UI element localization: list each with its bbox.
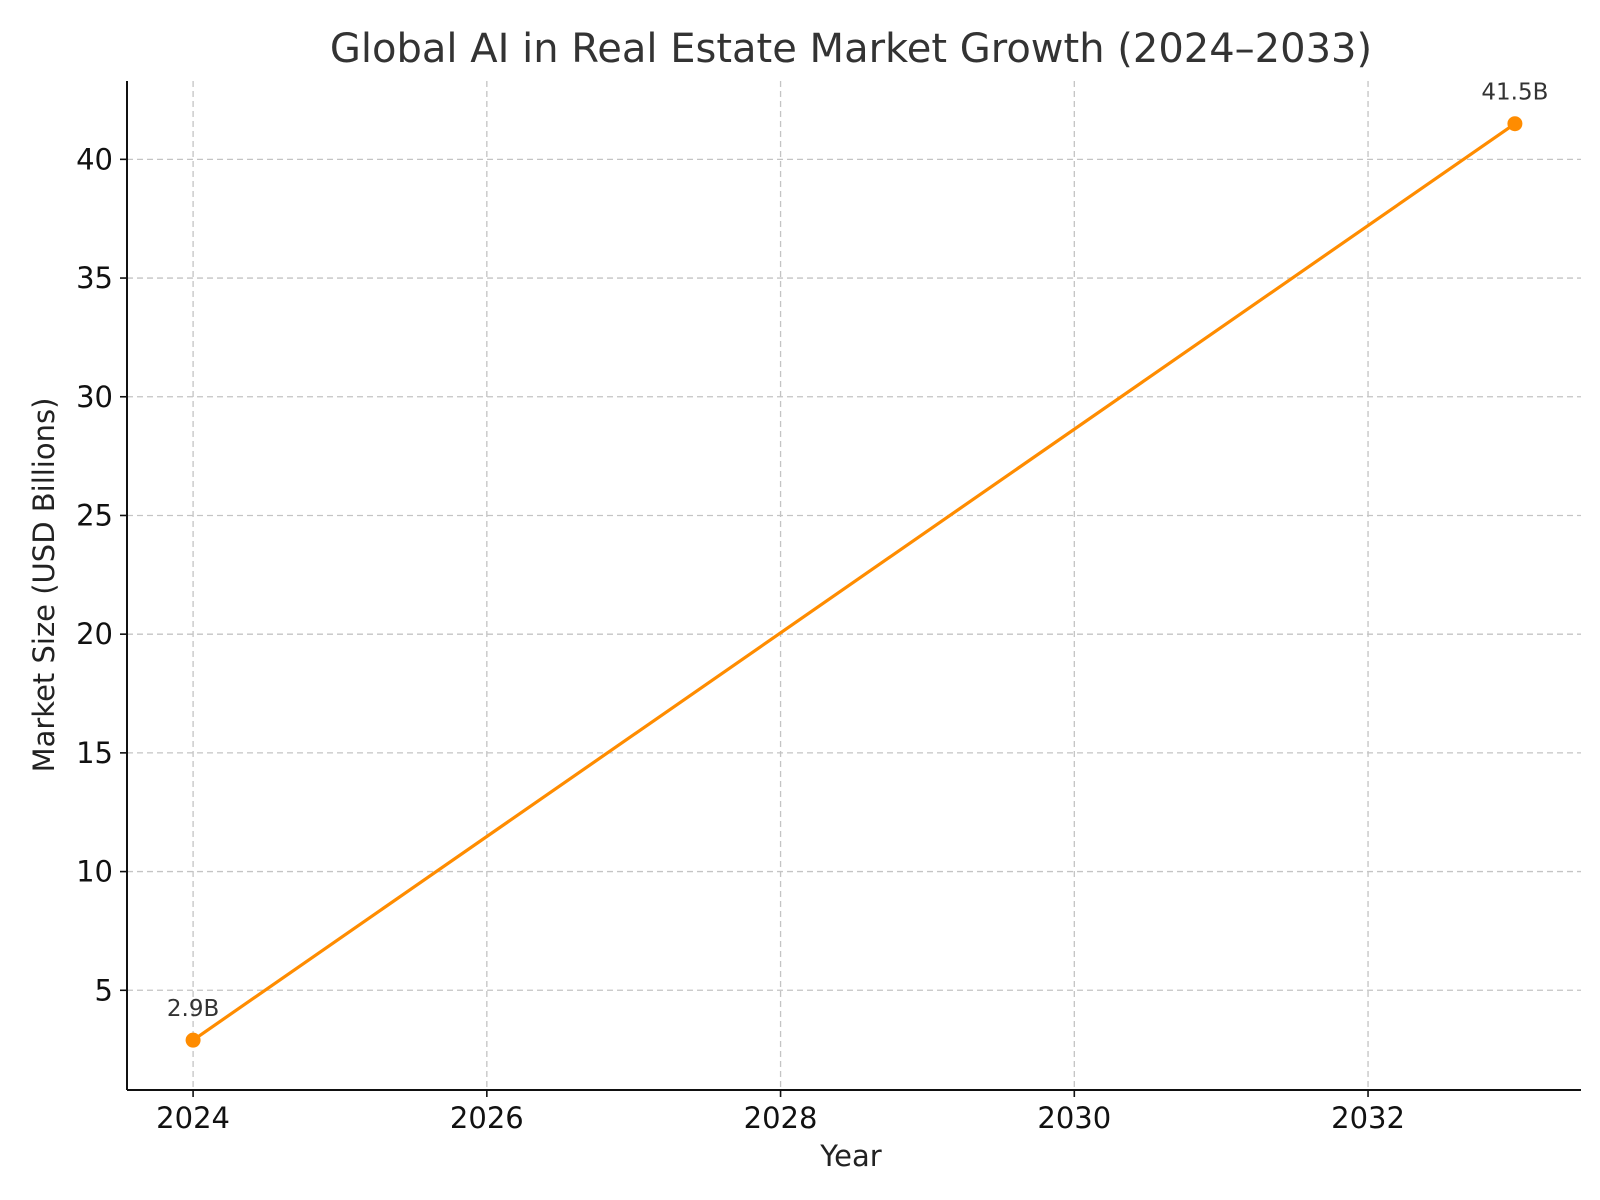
x-tick-label: 2028 bbox=[744, 1101, 818, 1135]
y-tick-label: 40 bbox=[76, 142, 113, 176]
data-point bbox=[1507, 116, 1523, 132]
x-axis-label: Year bbox=[819, 1139, 881, 1173]
x-tick-label: 2030 bbox=[1037, 1101, 1111, 1135]
data-label: 2.9B bbox=[167, 996, 219, 1022]
y-tick-label: 15 bbox=[76, 736, 113, 770]
x-tick-label: 2026 bbox=[450, 1101, 524, 1135]
y-axis-label: Market Size (USD Billions) bbox=[27, 398, 61, 773]
data-point bbox=[185, 1032, 201, 1048]
grid bbox=[127, 81, 1581, 1090]
data-label: 41.5B bbox=[1481, 80, 1548, 106]
y-tick-label: 20 bbox=[76, 617, 113, 651]
y-tick-label: 35 bbox=[76, 261, 113, 295]
x-tick-label: 2024 bbox=[156, 1101, 230, 1135]
y-tick-label: 30 bbox=[76, 380, 113, 414]
series bbox=[185, 116, 1523, 1048]
chart-title: Global AI in Real Estate Market Growth (… bbox=[330, 26, 1372, 72]
ticks: 2024 2026 2028 2030 2032 5 10 15 20 25 30 35 40 bbox=[76, 142, 1405, 1135]
data-labels: 2.9B 41.5B bbox=[167, 80, 1548, 1022]
y-tick-label: 25 bbox=[76, 498, 113, 532]
axes bbox=[126, 81, 1581, 1091]
x-tick-label: 2032 bbox=[1331, 1101, 1405, 1135]
y-tick-label: 5 bbox=[95, 973, 113, 1007]
series-line bbox=[191, 122, 1517, 1042]
y-tick-label: 10 bbox=[76, 855, 113, 889]
